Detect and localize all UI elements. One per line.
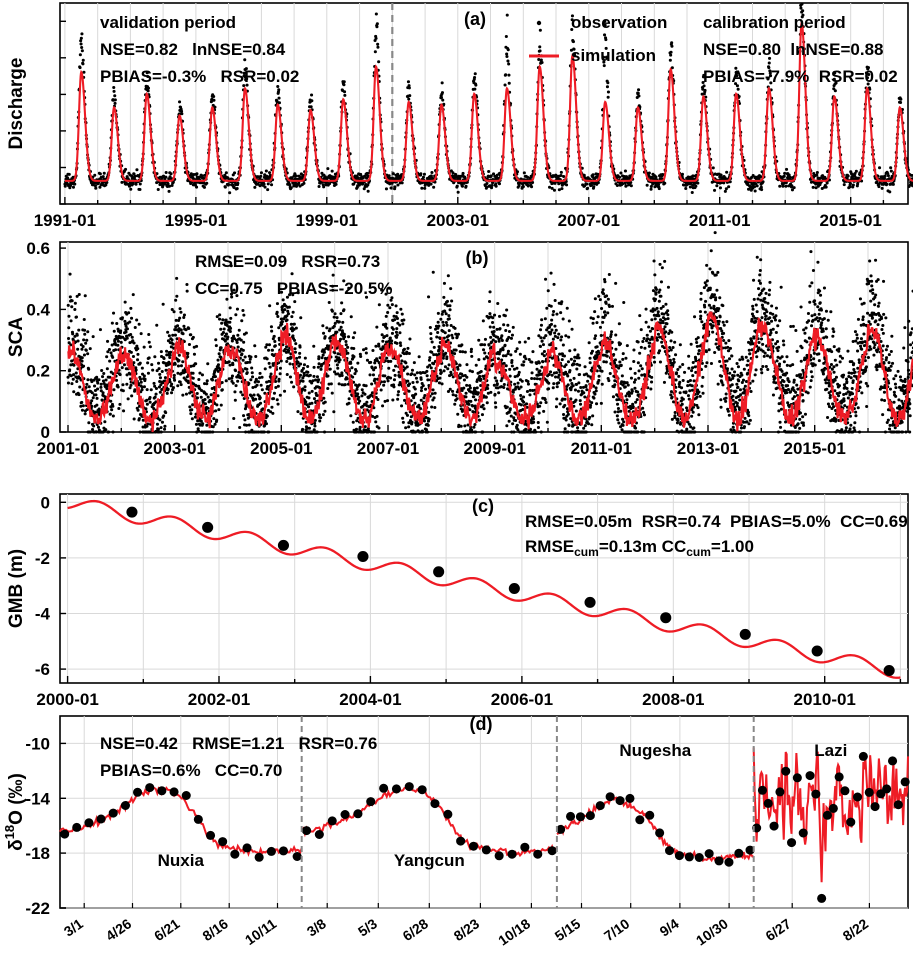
svg-text:1999-01: 1999-01 — [296, 211, 358, 230]
svg-text:0.6: 0.6 — [26, 239, 50, 258]
svg-text:calibration period: calibration period — [703, 13, 846, 32]
svg-text:-10: -10 — [25, 734, 50, 753]
svg-text:NSE=0.80 lnNSE=0.88: NSE=0.80 lnNSE=0.88 — [703, 40, 884, 59]
svg-text:SCA: SCA — [6, 317, 27, 357]
svg-text:CC=0.75 PBIAS=-20.5%: CC=0.75 PBIAS=-20.5% — [195, 279, 392, 298]
svg-text:PBIAS=0.6% CC=0.70: PBIAS=0.6% CC=0.70 — [100, 761, 282, 780]
svg-text:1991-01: 1991-01 — [34, 211, 96, 230]
svg-text:PBIAS=-0.3% RSR=0.02: PBIAS=-0.3% RSR=0.02 — [100, 67, 299, 86]
svg-text:2007-01: 2007-01 — [357, 439, 419, 458]
svg-text:2008-01: 2008-01 — [642, 690, 704, 709]
svg-text:2003-01: 2003-01 — [144, 439, 206, 458]
svg-text:GMB (m): GMB (m) — [6, 549, 27, 628]
svg-text:2009-01: 2009-01 — [464, 439, 526, 458]
svg-text:2015-01: 2015-01 — [784, 439, 846, 458]
svg-text:observation: observation — [571, 13, 667, 32]
svg-text:2007-01: 2007-01 — [558, 211, 620, 230]
svg-text:-4: -4 — [35, 605, 51, 624]
svg-text:(b): (b) — [466, 248, 489, 268]
svg-text:(a): (a) — [464, 9, 486, 29]
svg-text:2002-01: 2002-01 — [188, 690, 250, 709]
svg-text:1995-01: 1995-01 — [165, 211, 227, 230]
svg-text:2011-01: 2011-01 — [689, 211, 750, 230]
svg-text:validation period: validation period — [100, 13, 236, 32]
svg-text:-14: -14 — [25, 789, 50, 808]
svg-text:Nuxia: Nuxia — [158, 851, 205, 870]
svg-text:(d): (d) — [470, 714, 493, 734]
svg-text:2013-01: 2013-01 — [677, 439, 739, 458]
svg-text:Nugesha: Nugesha — [619, 741, 691, 760]
svg-text:simulation: simulation — [571, 46, 656, 65]
svg-text:RMSEcum=0.13m CCcum=1.00: RMSEcum=0.13m CCcum=1.00 — [525, 537, 754, 559]
svg-text:0.4: 0.4 — [26, 300, 50, 319]
svg-text:0: 0 — [41, 423, 50, 442]
svg-text:-18: -18 — [25, 844, 50, 863]
svg-text:0.2: 0.2 — [26, 362, 50, 381]
svg-text:PBIAS=-7.9% RSR=0.02: PBIAS=-7.9% RSR=0.02 — [703, 67, 898, 86]
svg-text:2005-01: 2005-01 — [250, 439, 312, 458]
svg-text:Lazi: Lazi — [814, 741, 847, 760]
svg-text:2003-01: 2003-01 — [427, 211, 489, 230]
svg-text:0: 0 — [41, 493, 50, 512]
svg-text:RMSE=0.05m RSR=0.74 PBIAS=5.: RMSE=0.05m RSR=0.74 PBIAS=5.0% CC=0.69 — [525, 512, 908, 531]
svg-text:2011-01: 2011-01 — [571, 439, 632, 458]
svg-text:2004-01: 2004-01 — [339, 690, 401, 709]
svg-text:2006-01: 2006-01 — [491, 690, 553, 709]
svg-text:2015-01: 2015-01 — [820, 211, 882, 230]
svg-text:NSE=0.42 RMSE=1.21 RSR=0.7: NSE=0.42 RMSE=1.21 RSR=0.76 — [100, 734, 377, 753]
svg-text:-22: -22 — [25, 899, 50, 918]
svg-text:Yangcun: Yangcun — [394, 851, 465, 870]
svg-text:(c): (c) — [472, 496, 494, 516]
svg-text:RMSE=0.09 RSR=0.73: RMSE=0.09 RSR=0.73 — [195, 252, 380, 271]
svg-text:2000-01: 2000-01 — [36, 690, 98, 709]
svg-text:2010-01: 2010-01 — [794, 690, 856, 709]
svg-text:-6: -6 — [35, 660, 50, 679]
svg-text:-2: -2 — [35, 549, 50, 568]
svg-text:Discharge: Discharge — [6, 58, 27, 150]
svg-text:NSE=0.82 lnNSE=0.84: NSE=0.82 lnNSE=0.84 — [100, 40, 286, 59]
